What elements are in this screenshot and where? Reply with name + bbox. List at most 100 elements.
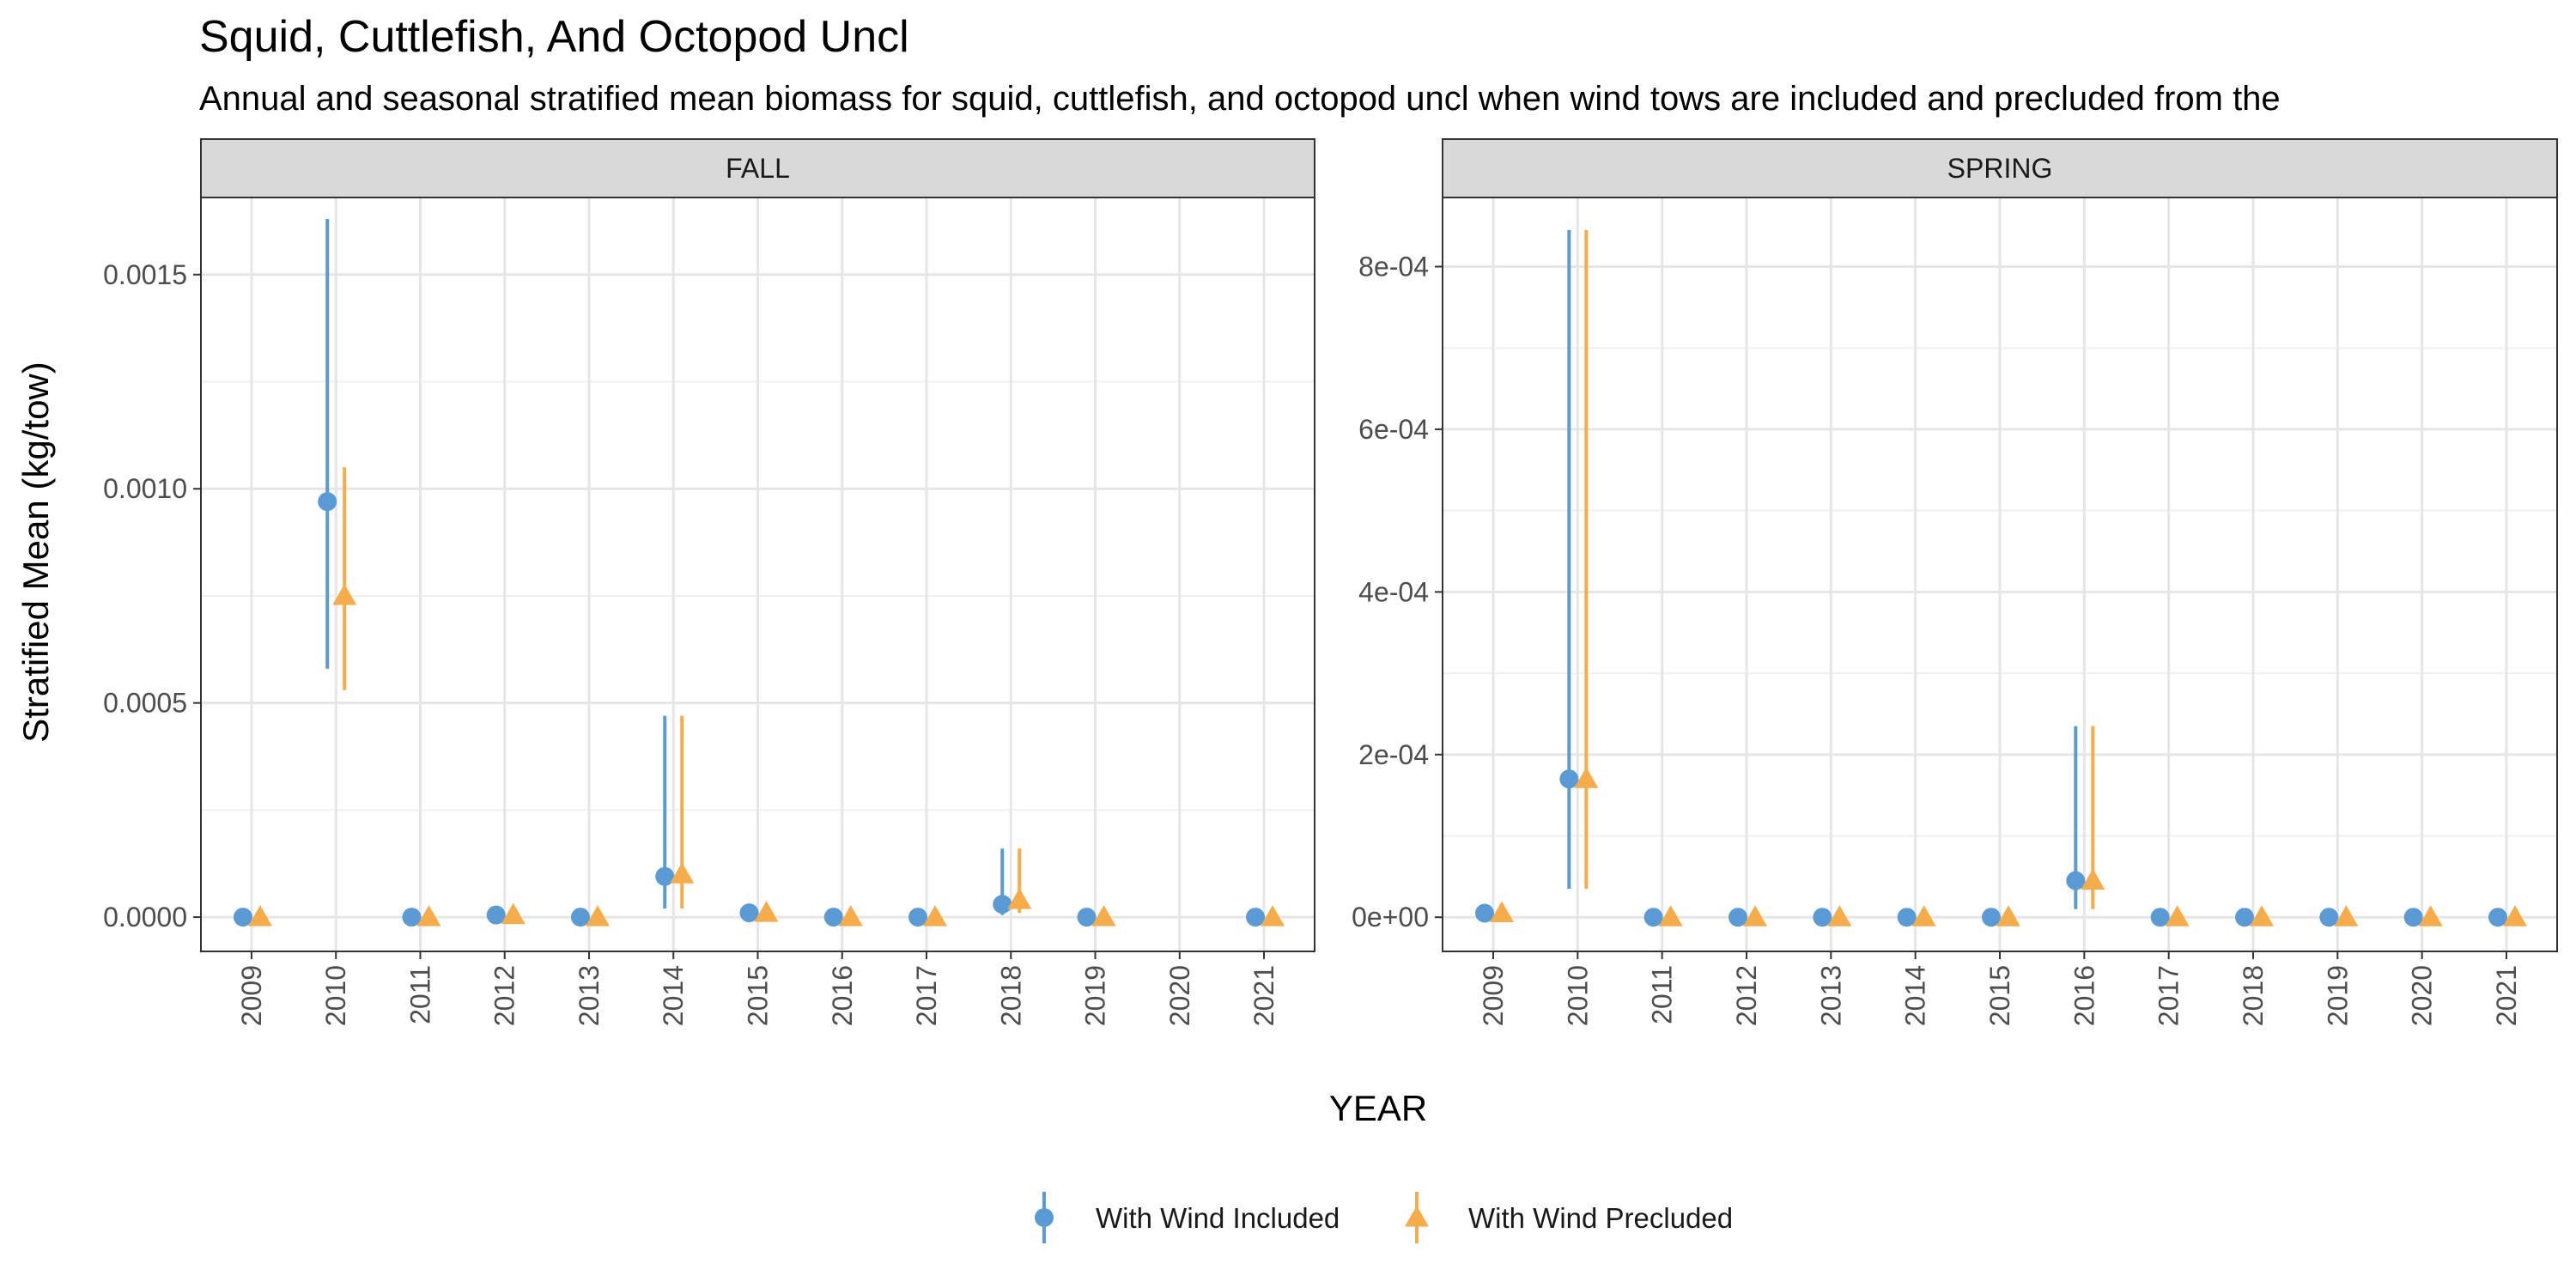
x-axis-title: YEAR [1329,1088,1427,1128]
data-point-precluded [247,905,272,927]
y-tick-label: 6e-04 [1358,414,1429,445]
x-tick-label: 2016 [827,965,858,1026]
data-point-included [2235,908,2254,927]
data-point-precluded [1658,905,1683,927]
x-tick-label: 2011 [404,965,435,1024]
data-point-precluded [1911,905,1936,927]
data-point-included [1643,908,1663,927]
y-tick-label: 0.0000 [103,902,187,933]
y-tick-label: 0.0005 [103,688,187,719]
x-tick-label: 2012 [1731,965,1762,1026]
data-point-included [1813,908,1832,927]
data-point-included [1077,908,1097,927]
x-tick-label: 2009 [1478,965,1509,1026]
x-tick-label: 2013 [1815,965,1846,1026]
data-point-included [233,908,252,927]
x-tick-label: 2013 [574,965,605,1026]
data-point-precluded [1574,767,1599,788]
x-tick-label: 2017 [2154,965,2184,1026]
data-point-precluded [332,583,357,605]
x-tick-label: 2019 [1080,965,1111,1026]
x-tick-label: 2020 [1164,965,1195,1026]
x-tick-label: 2011 [1647,965,1678,1024]
data-point-included [1982,908,2001,927]
data-point-precluded [2418,905,2443,927]
data-point-included [570,908,590,927]
legend-label: With Wind Included [1096,1202,1340,1234]
data-point-included [2319,908,2339,927]
x-tick-label: 2014 [658,965,689,1026]
y-tick-label: 0e+00 [1352,902,1429,933]
x-tick-label: 2014 [1900,965,1931,1026]
data-point-precluded [1490,901,1514,922]
data-point-included [2066,871,2086,890]
x-tick-label: 2020 [2407,965,2438,1026]
data-point-precluded [2081,868,2105,890]
x-tick-label: 2010 [1562,965,1593,1026]
x-tick-label: 2009 [236,965,267,1026]
data-point-included [655,866,675,886]
chart-subtitle: Annual and seasonal stratified mean biom… [199,80,2281,118]
data-point-precluded [2165,905,2190,927]
data-point-precluded [754,901,779,922]
data-point-included [1246,908,1266,927]
y-tick-label: 4e-04 [1358,576,1429,607]
panel-spring: 0e+00 2e-04 4e-04 6e-04 8e-04 2009 2010 2011 201… [1352,138,2558,1026]
chart-title: Squid, Cuttlefish, And Octopod Uncl [199,12,909,62]
data-point-precluded [1996,905,2020,927]
x-tick-label: 2019 [2322,965,2353,1026]
x-tick-label: 2015 [1984,965,2015,1026]
facet-strip-label: FALL [726,153,790,184]
data-point-included [2488,908,2507,927]
data-point-included [908,908,928,927]
legend-item-precluded: With Wind Precluded [1405,1192,1733,1243]
x-tick-label: 2015 [743,965,774,1026]
data-point-included [2403,908,2423,927]
data-point-precluded [585,905,610,927]
facet-panels: 0.0000 0.0005 0.0010 0.0015 2009 2010 2011 2012… [103,138,2558,1026]
data-point-precluded [670,862,695,884]
x-tick-label: 2018 [2238,965,2269,1026]
data-point-included [1475,903,1494,923]
data-point-precluded [838,905,863,927]
legend-item-included: With Wind Included [1035,1192,1340,1243]
legend-label: With Wind Precluded [1468,1202,1733,1234]
data-point-included [1897,908,1917,927]
facet-strip [200,138,1315,198]
data-point-included [402,908,422,927]
data-point-precluded [923,905,948,927]
data-point-precluded [2334,905,2359,927]
y-axis-title: Stratified Mean (kg/tow) [15,361,56,743]
legend-key-circle [1035,1208,1054,1227]
data-point-included [1559,769,1579,789]
y-tick-label: 2e-04 [1358,739,1429,770]
data-point-included [1728,908,1747,927]
x-tick-label: 2021 [1249,965,1279,1026]
data-point-precluded [1743,905,1767,927]
data-point-included [993,895,1012,914]
facet-strip-label: SPRING [1947,153,2053,184]
x-tick-label: 2016 [2069,965,2099,1026]
y-tick-label: 0.0010 [103,473,187,504]
y-tick-label: 8e-04 [1358,252,1429,283]
data-point-included [2150,908,2170,927]
data-point-included [739,903,759,923]
x-tick-label: 2010 [320,965,351,1026]
data-point-included [318,492,337,512]
facet-strip [1442,138,2558,198]
legend-key-triangle [1405,1206,1429,1227]
data-point-precluded [1261,905,1285,927]
data-point-precluded [416,905,441,927]
data-point-precluded [1007,888,1032,909]
x-tick-label: 2017 [911,965,942,1026]
x-tick-label: 2018 [995,965,1026,1026]
legend: With Wind Included With Wind Precluded [1035,1192,1733,1243]
data-point-precluded [2250,905,2274,927]
data-point-included [823,908,843,927]
x-tick-label: 2021 [2491,965,2522,1026]
panel-fall: 0.0000 0.0005 0.0010 0.0015 2009 2010 2011 2012… [103,138,1315,1026]
data-point-precluded [501,902,526,925]
data-point-precluded [1091,905,1116,927]
x-tick-label: 2012 [489,965,520,1026]
